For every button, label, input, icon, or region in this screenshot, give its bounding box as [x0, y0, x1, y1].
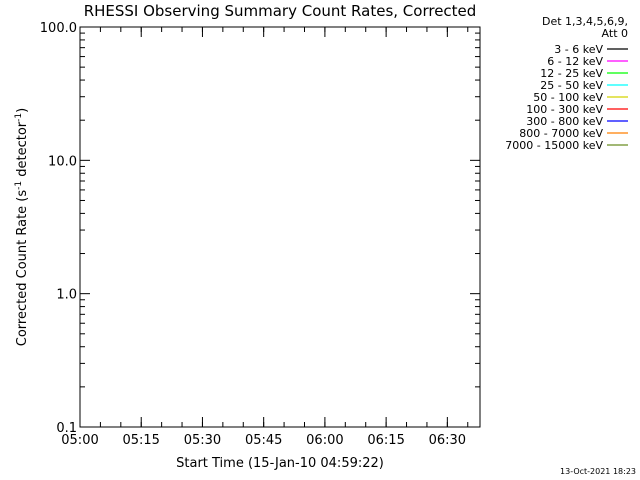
x-tick-label: 05:30 — [184, 433, 221, 448]
legend-label: 25 - 50 keV — [540, 79, 603, 92]
legend-header-line1: Det 1,3,4,5,6,9, — [542, 15, 628, 28]
legend-label: 3 - 6 keV — [554, 43, 603, 56]
plot-frame — [79, 26, 481, 428]
x-tick-label: 06:30 — [429, 433, 466, 448]
y-tick-label: 0.1 — [56, 421, 77, 436]
x-tick-label: 05:00 — [61, 433, 98, 448]
x-tick-label: 05:15 — [122, 433, 159, 448]
y-axis-label-end: ) — [15, 108, 30, 113]
x-tick-label: 05:45 — [245, 433, 282, 448]
legend-header-line2: Att 0 — [602, 27, 628, 40]
y-tick-label: 1.0 — [56, 288, 77, 303]
legend-label: 12 - 25 keV — [540, 67, 603, 80]
y-axis-label-main: Corrected Count Rate (s — [15, 190, 30, 347]
y-tick-label: 100.0 — [40, 21, 77, 36]
axis-layer: 0.1 1.0 10.0 100.0 05:00 05:15 05:30 05:45 06:00… — [40, 21, 480, 448]
y-axis-label-sup: -1 — [14, 181, 24, 190]
legend-label: 7000 - 15000 keV — [505, 139, 603, 152]
x-tick-label: 06:15 — [367, 433, 404, 448]
x-tick-label: 06:00 — [306, 433, 343, 448]
legend-label: 100 - 300 keV — [526, 103, 603, 116]
y-axis-label-mid: detector — [15, 121, 30, 181]
legend-label: 50 - 100 keV — [533, 91, 603, 104]
y-axis-label: Corrected Count Rate (s-1 detector-1) — [14, 108, 30, 346]
legend-label: 300 - 800 keV — [526, 115, 603, 128]
x-axis-label: Start Time (15-Jan-10 04:59:22) — [176, 456, 384, 471]
y-tick-label: 10.0 — [48, 154, 77, 169]
legend-label: 6 - 12 keV — [547, 55, 603, 68]
chart-title: RHESSI Observing Summary Count Rates, Co… — [84, 2, 477, 20]
footer-timestamp: 13-Oct-2021 18:23 — [560, 467, 636, 476]
legend-label: 800 - 7000 keV — [519, 127, 603, 140]
y-axis-label-sup2: -1 — [14, 113, 24, 122]
